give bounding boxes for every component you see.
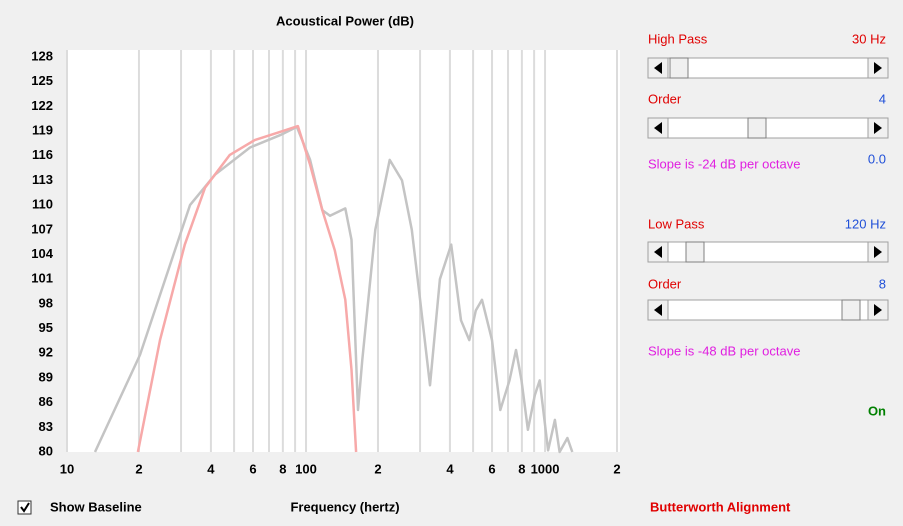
x-tick-label: 1000: [531, 461, 560, 476]
x-tick-label: 8: [518, 461, 525, 476]
hp-slope-text: Slope is -24 dB per octave: [648, 156, 800, 171]
y-tick-label: 119: [32, 123, 53, 138]
lp-slope-text: Slope is -48 dB per octave: [648, 343, 800, 358]
x-tick-label: 6: [249, 461, 256, 476]
hp-order-value: 4: [879, 91, 886, 106]
y-tick-label: 122: [31, 98, 53, 113]
alignment-text: Butterworth Alignment: [650, 499, 791, 514]
gain-value: 0.0: [868, 151, 886, 166]
x-tick-label: 4: [446, 461, 454, 476]
status-text: On: [868, 403, 886, 418]
high-pass-label: High Pass: [648, 31, 708, 46]
y-tick-label: 113: [32, 172, 53, 187]
low-pass-slider[interactable]: [647, 241, 889, 263]
y-tick-label: 86: [39, 394, 53, 409]
low-pass-value: 120 Hz: [845, 216, 886, 231]
series-line: [136, 124, 358, 453]
x-tick-label: 8: [279, 461, 286, 476]
y-tick-label: 89: [39, 369, 53, 384]
y-tick-label: 107: [31, 221, 53, 236]
y-tick-label: 80: [39, 443, 53, 458]
y-tick-label: 83: [39, 419, 53, 434]
chart-title: Acoustical Power (dB): [276, 13, 414, 28]
x-tick-label: 10: [60, 461, 74, 476]
plot-area: [67, 50, 620, 452]
lp-order-slider[interactable]: [647, 299, 889, 321]
y-tick-label: 104: [31, 246, 53, 261]
checkbox-label: Show Baseline: [50, 499, 142, 514]
y-tick-label: 116: [32, 147, 53, 162]
high-pass-value: 30 Hz: [852, 31, 886, 46]
y-tick-label: 110: [32, 197, 53, 212]
high-pass-slider[interactable]: [647, 57, 889, 79]
lp-order-label: Order: [648, 276, 682, 291]
y-tick-label: 128: [31, 48, 53, 63]
hp-order-label: Order: [648, 91, 682, 106]
lp-order-value: 8: [879, 276, 886, 291]
y-tick-label: 98: [39, 295, 53, 310]
y-tick-label: 92: [39, 345, 53, 360]
y-tick-label: 95: [39, 320, 53, 335]
x-tick-label: 6: [488, 461, 495, 476]
x-tick-label: 2: [135, 461, 142, 476]
hp-order-slider[interactable]: [647, 117, 889, 139]
y-tick-label: 125: [31, 73, 53, 88]
x-tick-label: 4: [207, 461, 215, 476]
baseline-checkbox[interactable]: Show Baseline: [17, 499, 142, 515]
x-axis-label: Frequency (hertz): [290, 499, 399, 514]
x-tick-label: 100: [295, 461, 317, 476]
y-tick-label: 101: [31, 271, 53, 286]
low-pass-label: Low Pass: [648, 216, 705, 231]
x-tick-label: 2: [613, 461, 620, 476]
x-tick-label: 2: [374, 461, 381, 476]
